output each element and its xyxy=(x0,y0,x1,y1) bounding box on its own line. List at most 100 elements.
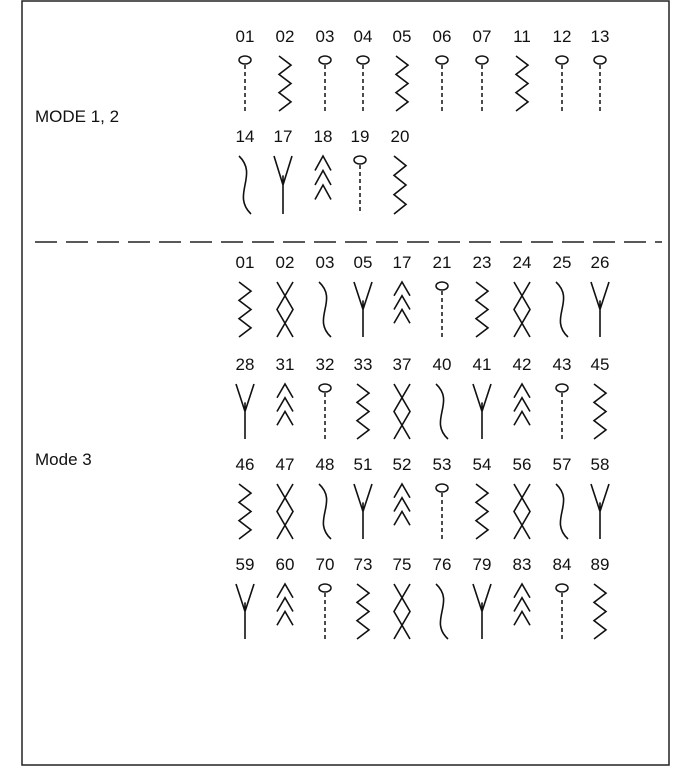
stitch-number: 20 xyxy=(391,127,410,146)
stitch-number: 51 xyxy=(354,455,373,474)
stitch-glyph xyxy=(355,383,371,440)
stitch-number: 32 xyxy=(316,355,335,374)
stitch-glyph xyxy=(514,55,530,112)
stitch-glyph xyxy=(590,281,610,337)
content: MODE 1, 2 01 02 03 04 05 06 07 11 12 13 14 17 18 19 20 M… xyxy=(35,27,610,640)
stitch-number: 43 xyxy=(553,355,572,374)
foot xyxy=(353,155,367,165)
stitch-number: 53 xyxy=(433,455,452,474)
stitch-glyph xyxy=(513,382,531,426)
stitch-number: 07 xyxy=(473,27,492,46)
foot xyxy=(555,55,569,65)
stitch-glyph xyxy=(393,583,411,640)
stitch-number: 57 xyxy=(553,455,572,474)
stitch-glyph xyxy=(276,483,294,540)
stitch-glyph xyxy=(276,582,294,626)
foot xyxy=(318,383,332,393)
stitch-glyph xyxy=(555,483,569,540)
stitch-glyph xyxy=(237,483,253,540)
stitch-glyph xyxy=(273,155,293,214)
stitch-glyph xyxy=(277,55,293,112)
stitch-number: 21 xyxy=(433,253,452,272)
stitch-number: 70 xyxy=(316,555,335,574)
stitch-glyph xyxy=(513,281,531,338)
stitch-glyph xyxy=(394,55,410,112)
stitch-glyph xyxy=(353,281,373,337)
stitch-number: 26 xyxy=(591,253,610,272)
stitch-number: 42 xyxy=(513,355,532,374)
stitch-number: 03 xyxy=(316,27,335,46)
stitch-glyph xyxy=(393,482,411,526)
stitch-number: 47 xyxy=(276,455,295,474)
stitch-number: 04 xyxy=(354,27,373,46)
stitch-glyph xyxy=(237,281,253,338)
stitch-glyph xyxy=(393,280,411,324)
foot xyxy=(435,281,449,291)
stitch-number: 46 xyxy=(236,455,255,474)
stitch-glyph xyxy=(393,383,411,440)
stitch-number: 76 xyxy=(433,555,452,574)
foot xyxy=(555,383,569,393)
stitch-glyph xyxy=(513,582,531,626)
stitch-number: 24 xyxy=(513,253,532,272)
stitch-glyph xyxy=(276,382,294,426)
stitch-number: 58 xyxy=(591,455,610,474)
stitch-number: 14 xyxy=(236,127,255,146)
foot xyxy=(435,55,449,65)
frame xyxy=(21,0,670,766)
stitch-glyph xyxy=(235,383,255,439)
stitch-glyph xyxy=(435,583,449,640)
stitch-number: 79 xyxy=(473,555,492,574)
foot xyxy=(318,583,332,593)
mode-label: Mode 3 xyxy=(35,450,92,469)
stitch-number: 56 xyxy=(513,455,532,474)
foot xyxy=(356,55,370,65)
stitch-glyph xyxy=(472,583,492,639)
mode-label: MODE 1, 2 xyxy=(35,107,119,126)
stitch-number: 37 xyxy=(393,355,412,374)
stitch-number: 75 xyxy=(393,555,412,574)
stitch-glyph xyxy=(472,383,492,439)
foot xyxy=(593,55,607,65)
stitch-number: 05 xyxy=(354,253,373,272)
foot xyxy=(475,55,489,65)
stitch-glyph xyxy=(435,383,449,440)
stitch-number: 28 xyxy=(236,355,255,374)
stitch-number: 25 xyxy=(553,253,572,272)
stitch-number: 40 xyxy=(433,355,452,374)
stitch-number: 52 xyxy=(393,455,412,474)
stitch-glyph xyxy=(555,281,569,338)
stitch-number: 45 xyxy=(591,355,610,374)
stitch-glyph xyxy=(513,483,531,540)
stitch-glyph xyxy=(235,583,255,639)
foot xyxy=(238,55,252,65)
stitch-number: 84 xyxy=(553,555,572,574)
stitch-number: 59 xyxy=(236,555,255,574)
stitch-number: 54 xyxy=(473,455,492,474)
stitch-number: 48 xyxy=(316,455,335,474)
foot xyxy=(318,55,332,65)
stitch-number: 41 xyxy=(473,355,492,374)
stitch-number: 02 xyxy=(276,253,295,272)
stitch-number: 11 xyxy=(513,27,531,46)
stitch-number: 73 xyxy=(354,555,373,574)
stitch-number: 01 xyxy=(236,253,255,272)
stitch-glyph xyxy=(592,383,608,440)
foot xyxy=(555,583,569,593)
stitch-glyph xyxy=(592,583,608,640)
stitch-number: 01 xyxy=(236,27,255,46)
stitch-glyph xyxy=(276,281,294,338)
stitch-glyph xyxy=(353,483,373,539)
stitch-number: 83 xyxy=(513,555,532,574)
stitch-number: 12 xyxy=(553,27,572,46)
stitch-glyph xyxy=(474,483,490,540)
stitch-glyph xyxy=(238,155,252,215)
stitch-glyph xyxy=(314,154,332,200)
stitch-glyph xyxy=(318,483,332,540)
stitch-number: 06 xyxy=(433,27,452,46)
stitch-number: 18 xyxy=(314,127,333,146)
stitch-number: 13 xyxy=(591,27,610,46)
stitch-number: 31 xyxy=(276,355,295,374)
stitch-number: 19 xyxy=(351,127,370,146)
